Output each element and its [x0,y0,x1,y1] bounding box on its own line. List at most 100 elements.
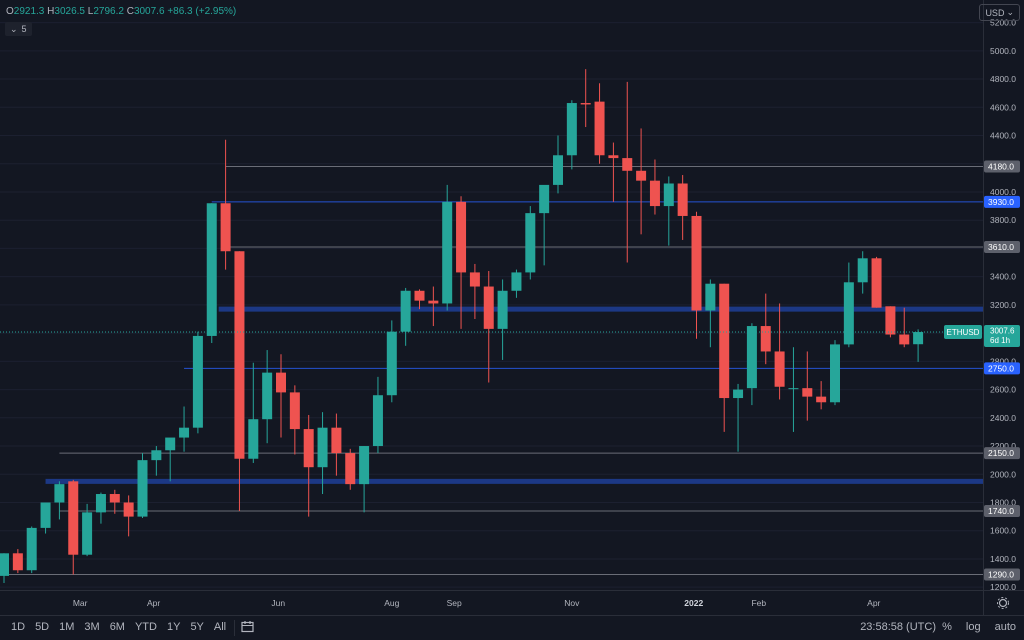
candle [123,495,134,537]
candle-body [830,344,840,403]
candle-body [345,453,356,485]
candle-body [871,258,882,308]
indicators-toggle-button[interactable]: ⌄ 5 [5,22,32,36]
candle [483,271,494,383]
currency-value: USD [985,7,1005,18]
candle [414,289,425,310]
candle [95,492,106,524]
candle [289,385,300,455]
price-tick-label: 4600.0 [990,102,1016,112]
percent-scale-button[interactable]: % [942,621,952,633]
candle [68,479,79,575]
candle [262,350,273,444]
candle-body [26,527,37,571]
open-label: O [6,6,14,17]
candle [746,323,757,406]
utc-clock[interactable]: 23:58:58 (UTC) [860,621,936,633]
level-label-bg [984,241,1020,254]
candle-body [289,392,300,430]
level-label-bg [984,504,1020,517]
time-tick-label: Jun [271,598,285,608]
candle-body [774,351,785,387]
candle [386,320,397,403]
low-value: 2796.2 [93,6,124,17]
level-label: 2750.0 [988,363,1014,373]
candle [816,381,827,410]
time-tick-label: Apr [147,598,160,608]
range-5d-button[interactable]: 5D [35,621,50,633]
candle-body [636,170,647,181]
candle-body [262,372,273,420]
candle-body [816,396,827,403]
currency-select[interactable]: USD ⌄ [979,4,1020,21]
candle-body [885,306,896,335]
candle-body [68,481,79,555]
price-tick-label: 2600.0 [990,385,1016,395]
range-ytd-button[interactable]: YTD [134,621,157,633]
time-tick-label: Aug [384,598,399,608]
range-1d-button[interactable]: 1D [11,621,26,633]
symbol-tag-label: ETHUSD [947,328,980,337]
range-1m-button[interactable]: 1M [59,621,75,633]
range-all-button[interactable]: All [213,621,227,633]
go-to-date-button[interactable] [234,620,254,636]
candle [511,269,522,298]
level-label: 1290.0 [988,569,1014,579]
candle [151,446,162,476]
candle [788,347,799,432]
candle-body [553,155,563,185]
candle [760,293,771,365]
time-tick-label: 2022 [684,598,703,608]
time-tick-label: Nov [564,598,580,608]
candle-body [414,290,425,301]
candle [165,437,176,482]
range-buttons: 1D 5D 1M 3M 6M YTD 1Y 5Y All [6,621,231,633]
change-value: +86.3 (+2.95%) [167,6,237,17]
auto-scale-button[interactable]: auto [994,621,1016,633]
candle-body [248,419,259,459]
level-label-bg [984,195,1020,208]
candle-body [899,334,910,345]
candle-body [622,158,633,171]
candle-body [220,203,231,252]
candle-body [442,201,453,304]
low-label: L [87,6,94,17]
candle-body [359,446,370,485]
candle-body [691,215,702,311]
range-5y-button[interactable]: 5Y [190,621,204,633]
candle-body [733,389,744,399]
range-6m-button[interactable]: 6M [109,621,125,633]
candle-body [857,258,868,283]
range-1y-button[interactable]: 1Y [166,621,181,633]
price-tick-label: 2400.0 [990,413,1016,423]
time-axis-settings-icon[interactable] [997,597,1009,609]
range-3m-button[interactable]: 3M [84,621,100,633]
grid-lines [0,22,983,588]
price-tick-label: 3200.0 [990,300,1016,310]
candle [220,139,231,270]
candle-body [663,183,674,207]
log-scale-button[interactable]: log [965,621,981,633]
candle-body [566,103,577,156]
candle-body [649,180,660,207]
candle [525,206,536,280]
level-label-bg [984,447,1020,460]
close-value: 3007.6 [133,6,165,17]
level-label: 1740.0 [988,506,1014,516]
candle-body [594,101,605,156]
horizontal-levels [4,166,983,575]
candle [705,279,716,348]
candle-body [760,326,771,352]
candle [622,81,633,263]
candle [497,279,508,360]
candle-body [151,450,162,461]
level-label-bg [984,362,1020,375]
candle [677,175,688,240]
candle [539,184,550,266]
price-tick-label: 1800.0 [990,497,1016,507]
candle [636,128,647,235]
candle [206,203,217,343]
candle-body [580,103,591,105]
candle-body [705,283,716,311]
